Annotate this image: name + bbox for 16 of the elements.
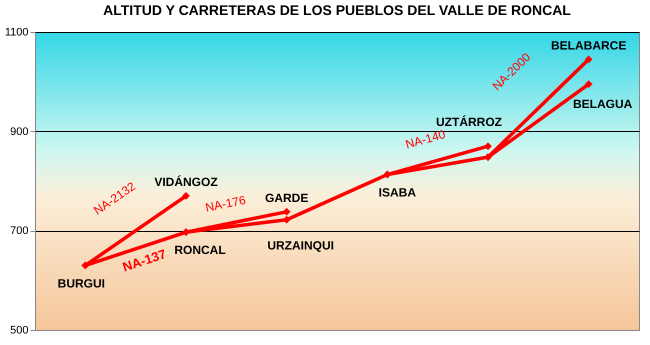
data-label: BELABARCE [550,38,626,52]
y-tick-label: 500 [10,324,28,336]
y-tick-label: 1100 [4,26,28,38]
data-label: GARDE [264,190,308,205]
data-label: URZAINQUI [267,238,334,253]
text: NA-140 [404,126,448,152]
text: NA-176 [204,192,248,215]
data-label: BELAGUA [572,97,633,112]
data-label: ISABA [378,186,416,200]
chart-title: ALTITUD Y CARRETERAS DE LOS PUEBLOS DEL VALLE DE RONCAL [103,2,572,18]
data-label: VIDÁNGOZ [154,174,218,189]
data-label: UZTÁRROZ [436,115,502,130]
y-tick-label: 900 [10,126,28,138]
data-label: RONCAL [174,243,226,258]
data-label: BURGUI [58,276,106,290]
y-tick-label: 700 [10,225,28,238]
